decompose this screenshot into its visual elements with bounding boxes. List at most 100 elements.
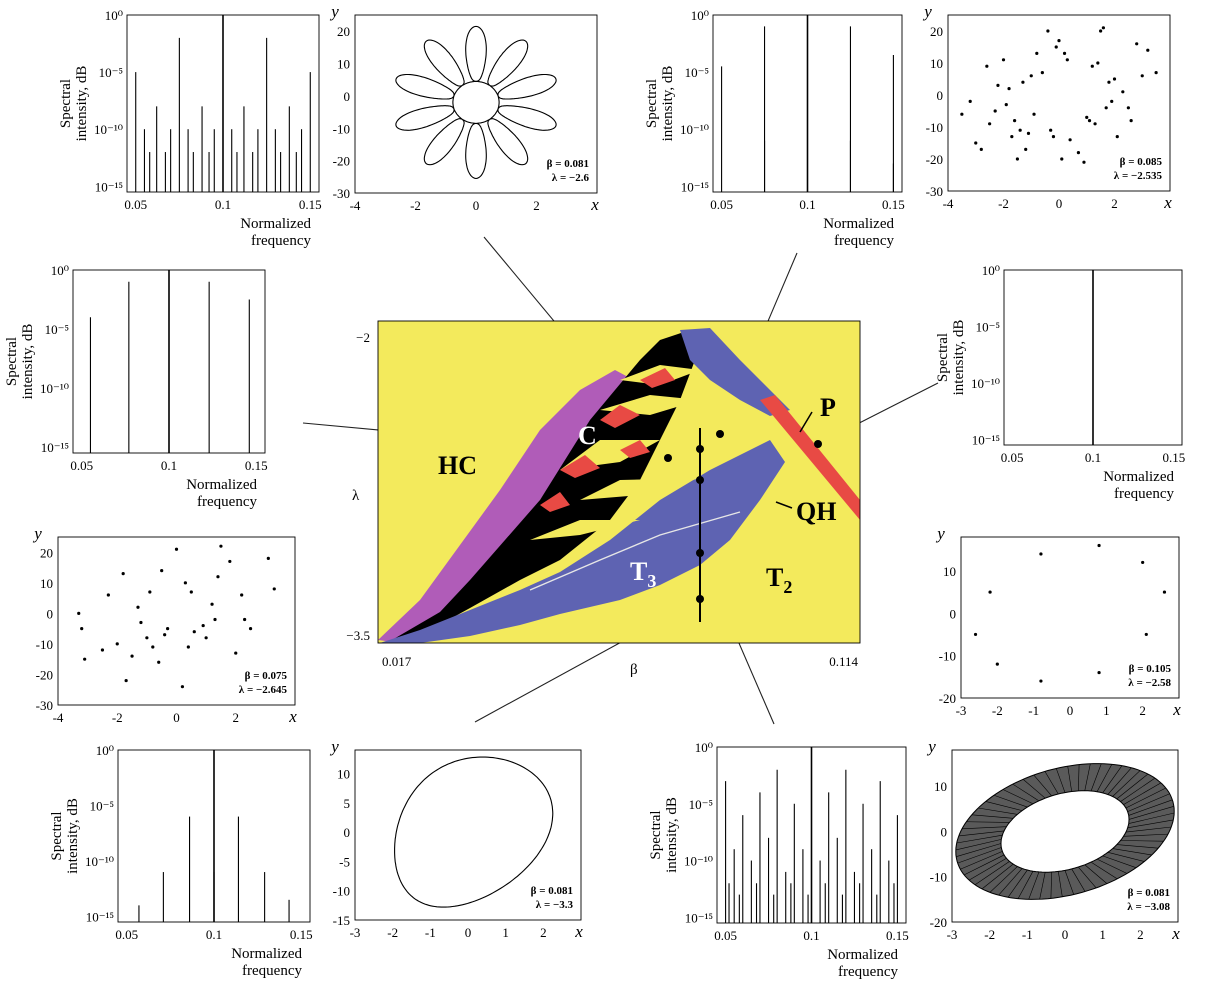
phase_tr-point-35	[1090, 64, 1094, 68]
phase_br-hatch-6	[1116, 773, 1149, 800]
phase_ml-ylabel: y	[32, 524, 42, 543]
spec_br-ytick-3: 10⁻¹⁵	[685, 910, 713, 925]
phase_br-hatch-13	[1078, 764, 1080, 791]
spec_bl-xtick-0: 0.05	[115, 927, 138, 942]
phase_tr-point-31	[1076, 151, 1081, 155]
phase_tr-point-44	[1115, 135, 1119, 139]
phase_tr-point-40	[1104, 106, 1108, 110]
phase_br-hatch-58	[1127, 819, 1174, 829]
phase_tr-point-9	[1004, 103, 1008, 107]
phase_mr-ytick-0: 10	[943, 564, 956, 579]
spec_tr-ytick-3: 10⁻¹⁵	[681, 179, 709, 194]
spec_ml-ytick-3: 10⁻¹⁵	[41, 440, 69, 455]
phase_tr-point-1	[968, 99, 972, 103]
phase_ml-point-36	[272, 587, 276, 591]
spec_ml-xtick-2: 0.15	[245, 458, 268, 473]
phase_tr-xtick-4: x	[1163, 193, 1172, 212]
phase_tr-point-16	[1024, 147, 1028, 151]
phase_mr-xtick-3: 0	[1067, 703, 1074, 718]
phase_tl-ylabel: y	[329, 2, 339, 21]
spec_bl-xlabel-line1: Normalized	[231, 946, 302, 962]
phase_br-hatch-20	[1002, 789, 1034, 805]
spec_bl-xlabel: Normalized frequency	[231, 946, 302, 979]
phase_bl-frame	[354, 749, 582, 921]
spec_tr-xlabel: Normalized frequency	[823, 216, 894, 249]
region-label-t2: T2	[766, 563, 792, 597]
phase_ml-point-12	[148, 590, 152, 594]
spec_br-xlabel: Normalized frequency	[827, 947, 898, 980]
phase_mr-point-7	[1141, 560, 1145, 565]
phase_br-hatch-7	[1112, 770, 1141, 797]
phase_br-hatch-56	[1123, 833, 1169, 837]
spec_br-ylabel-line1: Spectral	[648, 810, 664, 859]
phase_ml-point-5	[115, 642, 119, 646]
phase_br-hatch-22	[985, 801, 1023, 811]
phase_mr-frame	[960, 536, 1180, 699]
spec_bl-ytick-3: 10⁻¹⁵	[86, 909, 114, 924]
phase_br-hatch-26	[961, 826, 1007, 830]
phase_ml-point-1	[80, 627, 84, 631]
phase_ml-point-9	[136, 605, 140, 609]
arrow-qh	[775, 501, 793, 509]
phase_mr-xtick-2: -1	[1028, 703, 1039, 718]
phase_tr-point-38	[1099, 29, 1103, 33]
phase_br-xtick-1: -2	[984, 927, 995, 942]
spec_mr-xlabel-line2: frequency	[1114, 486, 1174, 502]
phase_bl-xtick-4: 1	[502, 925, 509, 940]
phase_br-hatch-19	[1012, 783, 1040, 802]
spec_tl-ylabel-line2: intensity, dB	[74, 66, 90, 142]
region-label-hc: HC	[438, 451, 477, 480]
phase_br-hatch-41	[1028, 871, 1040, 900]
phase_tl-ytick-1: 10	[337, 57, 350, 72]
phase_ml-point-26	[210, 602, 214, 606]
phase_bl-ytick-4: -10	[333, 884, 350, 899]
phase_ml-point-10	[139, 620, 143, 625]
spec_bl-xlabel-line2: frequency	[242, 963, 302, 979]
marker-ml	[696, 445, 704, 453]
spec_tl-xlabel: Normalized frequency	[240, 216, 311, 249]
phase_br-hatch-36	[981, 863, 1014, 890]
spec_tl-ytick-2: 10⁻¹⁰	[94, 122, 123, 137]
phase_ml-ytick-0: 20	[40, 545, 53, 560]
phase_bl-curve	[394, 756, 554, 908]
phase_tr-point-19	[1032, 112, 1036, 116]
region-label-qh: QH	[796, 497, 836, 526]
phase_br-param-beta: β = 0.081	[1128, 887, 1170, 899]
phase_br-hatch-28	[956, 834, 1003, 844]
phase_mr-param-beta: β = 0.105	[1129, 663, 1172, 675]
phase_br-hatch-31	[957, 847, 1002, 864]
phase_tr-point-21	[1040, 71, 1044, 75]
phase_mr-point-9	[1162, 590, 1167, 594]
phase_ml-point-25	[204, 636, 208, 640]
spec_bl-xtick-1: 0.1	[206, 927, 222, 942]
phase_ml-point-28	[216, 575, 220, 579]
spec_ml-xlabel: Normalized frequency	[186, 477, 257, 510]
phase_ml-xtick-4: x	[288, 707, 297, 726]
phase_tr-point-47	[1129, 119, 1133, 123]
phase_br-hatch-45	[1064, 870, 1075, 895]
phase_br-hatch-50	[1096, 858, 1128, 874]
region-qh-upper	[680, 328, 790, 416]
phase_tr-point-2	[974, 141, 978, 145]
spec_br-ytick-0: 10⁰	[695, 740, 713, 755]
phase_br-ytick-1: 0	[941, 824, 948, 839]
phase_tr-point-34	[1087, 119, 1092, 123]
spec_mr-ytick-2: 10⁻¹⁰	[971, 376, 1000, 391]
spec_tr-xlabel-line2: frequency	[834, 233, 894, 249]
t2-sub: 2	[783, 577, 792, 597]
phase_ml-ytick-3: -10	[36, 637, 53, 652]
spec_br-panel: 10⁰ 10⁻⁵ 10⁻¹⁰ 10⁻¹⁵0.05 0.1 0.15 Spectralinte…	[648, 740, 909, 980]
phase_tr-xtick-1: -2	[998, 196, 1009, 211]
phase_mr-ytick-3: -20	[939, 691, 956, 706]
phase_tl-xtick-0: -4	[350, 198, 361, 213]
phase_br-hatch-17	[1033, 774, 1052, 797]
phase_tr-point-49	[1140, 74, 1144, 78]
phase_tr-point-27	[1060, 157, 1064, 161]
spec_tr-ytick-0: 10⁰	[691, 8, 709, 23]
spec_mr-xtick-1: 0.1	[1085, 450, 1101, 465]
phase_br-hatch-21	[993, 794, 1028, 808]
phase_br-band	[955, 763, 1175, 900]
